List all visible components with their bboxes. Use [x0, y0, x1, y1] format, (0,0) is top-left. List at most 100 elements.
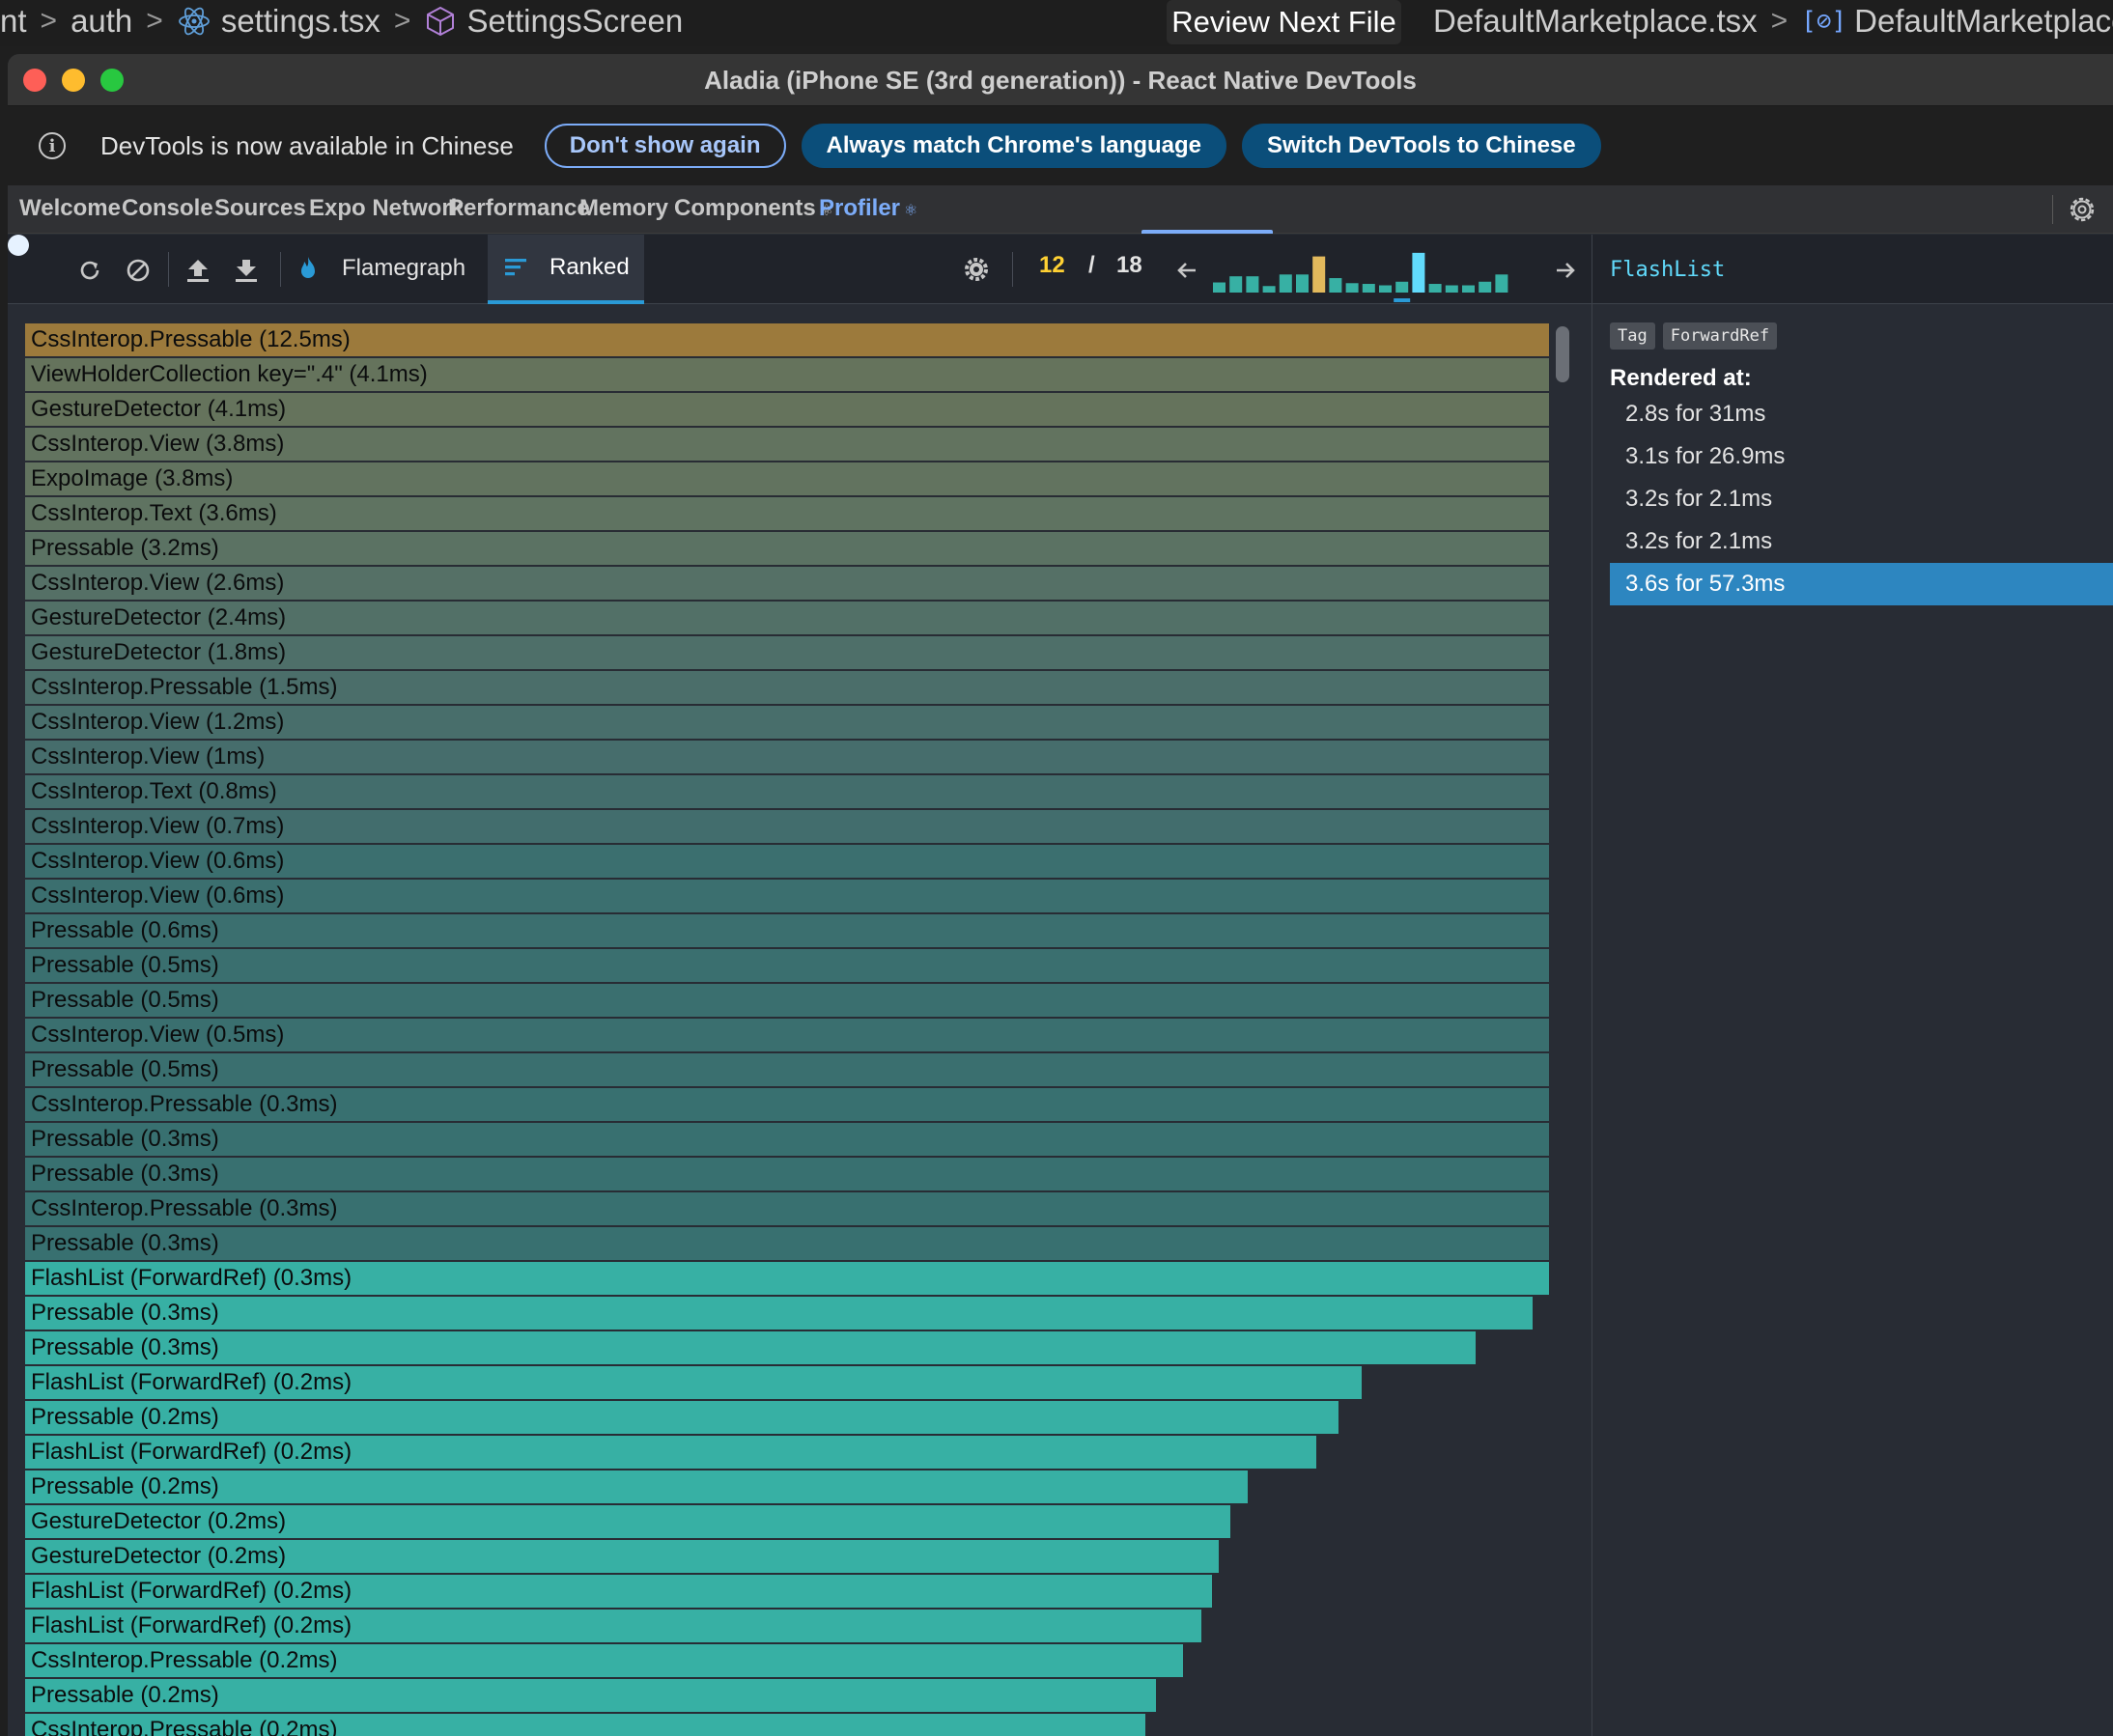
ranked-bar[interactable]: Pressable (3.2ms): [25, 532, 1549, 565]
minimize-window-button[interactable]: [62, 69, 85, 92]
ranked-bar[interactable]: Pressable (0.3ms): [25, 1227, 1549, 1260]
ranked-bar[interactable]: FlashList (ForwardRef) (0.2ms): [25, 1575, 1212, 1608]
ranked-row[interactable]: FlashList (ForwardRef) (0.2ms): [25, 1609, 1549, 1643]
ranked-row[interactable]: CssInterop.View (1.2ms): [25, 705, 1549, 740]
breadcrumb-item-auth[interactable]: auth: [70, 3, 133, 39]
ranked-row[interactable]: GestureDetector (4.1ms): [25, 392, 1549, 427]
ranked-row[interactable]: Pressable (0.6ms): [25, 913, 1549, 948]
ranked-bar[interactable]: Pressable (0.3ms): [25, 1158, 1549, 1190]
commit-bar[interactable]: [1445, 285, 1458, 293]
scrollbar-thumb[interactable]: [1556, 326, 1569, 382]
ranked-bar[interactable]: FlashList (ForwardRef) (0.2ms): [25, 1610, 1201, 1642]
ranked-row[interactable]: FlashList (ForwardRef) (0.3ms): [25, 1261, 1549, 1296]
ranked-row[interactable]: CssInterop.Pressable (1.5ms): [25, 670, 1549, 705]
ranked-row[interactable]: Pressable (0.3ms): [25, 1157, 1549, 1191]
ranked-bar[interactable]: Pressable (0.3ms): [25, 1331, 1476, 1364]
commit-bar[interactable]: [1262, 286, 1276, 293]
ranked-bar[interactable]: Pressable (0.3ms): [25, 1123, 1549, 1156]
commit-bar[interactable]: [1246, 276, 1259, 293]
ranked-row[interactable]: CssInterop.View (3.8ms): [25, 427, 1549, 462]
commit-bar[interactable]: [1345, 283, 1359, 293]
tab-components[interactable]: Components ⚛: [674, 185, 833, 234]
ranked-bar[interactable]: ViewHolderCollection key=".4" (4.1ms): [25, 358, 1549, 391]
commit-bar[interactable]: [1229, 276, 1243, 293]
breadcrumb-right-symbol[interactable]: DefaultMarketplace: [1854, 3, 2113, 39]
arrow-right-icon[interactable]: [1551, 256, 1580, 285]
ranked-bar[interactable]: CssInterop.View (1ms): [25, 741, 1549, 773]
ranked-row[interactable]: Pressable (0.3ms): [25, 1296, 1549, 1330]
tab-expo-network[interactable]: Expo Network: [309, 195, 465, 221]
ranked-bar[interactable]: CssInterop.Pressable (12.5ms): [25, 323, 1549, 356]
breadcrumb-item-partial[interactable]: nt: [0, 3, 27, 39]
switch-language-button[interactable]: Switch DevTools to Chinese: [1242, 124, 1601, 168]
commit-bar[interactable]: [1213, 282, 1226, 293]
ranked-row[interactable]: GestureDetector (0.2ms): [25, 1539, 1549, 1574]
ranked-row[interactable]: CssInterop.View (0.6ms): [25, 844, 1549, 879]
render-item[interactable]: 3.1s for 26.9ms: [1625, 443, 1786, 469]
ranked-bar[interactable]: FlashList (ForwardRef) (0.3ms): [25, 1262, 1549, 1295]
gear-icon[interactable]: [2065, 192, 2099, 227]
render-item[interactable]: 3.2s for 2.1ms: [1625, 486, 1773, 512]
ranked-row[interactable]: Pressable (0.2ms): [25, 1470, 1549, 1504]
ranked-button[interactable]: Ranked: [488, 235, 644, 304]
commit-selector-chart[interactable]: [1213, 235, 1532, 304]
render-item-selected[interactable]: 3.6s for 57.3ms: [1610, 563, 2113, 605]
commit-bar[interactable]: [1428, 284, 1442, 293]
ranked-bar[interactable]: CssInterop.Pressable (1.5ms): [25, 671, 1549, 704]
ranked-row[interactable]: ExpoImage (3.8ms): [25, 462, 1549, 496]
ranked-bar[interactable]: CssInterop.Pressable (0.2ms): [25, 1714, 1145, 1736]
ranked-row[interactable]: FlashList (ForwardRef) (0.2ms): [25, 1435, 1549, 1470]
tab-console[interactable]: Console: [122, 195, 213, 221]
ranked-row[interactable]: CssInterop.Text (0.8ms): [25, 774, 1549, 809]
ranked-bar[interactable]: CssInterop.View (2.6ms): [25, 567, 1549, 600]
ranked-bar[interactable]: CssInterop.View (3.8ms): [25, 428, 1549, 461]
commit-bar[interactable]: [1395, 281, 1409, 293]
ranked-row[interactable]: Pressable (3.2ms): [25, 531, 1549, 566]
tab-performance[interactable]: Performance: [448, 195, 590, 221]
load-profile-icon[interactable]: [183, 256, 212, 285]
ranked-bar[interactable]: GestureDetector (0.2ms): [25, 1540, 1219, 1573]
render-item[interactable]: 2.8s for 31ms: [1625, 401, 1766, 427]
ranked-row[interactable]: Pressable (0.5ms): [25, 983, 1549, 1018]
save-profile-icon[interactable]: [232, 256, 261, 285]
commit-bar[interactable]: [1412, 252, 1425, 293]
ranked-row[interactable]: GestureDetector (1.8ms): [25, 635, 1549, 670]
ranked-bar[interactable]: CssInterop.Text (0.8ms): [25, 775, 1549, 808]
ranked-row[interactable]: Pressable (0.2ms): [25, 1678, 1549, 1713]
tab-welcome[interactable]: Welcome: [19, 195, 121, 221]
commit-bar[interactable]: [1329, 278, 1342, 293]
ranked-bar[interactable]: Pressable (0.2ms): [25, 1679, 1156, 1712]
ranked-row[interactable]: GestureDetector (2.4ms): [25, 601, 1549, 635]
ranked-row[interactable]: CssInterop.Pressable (0.2ms): [25, 1713, 1549, 1736]
ranked-bar[interactable]: Pressable (0.2ms): [25, 1470, 1248, 1503]
ranked-bar[interactable]: GestureDetector (2.4ms): [25, 602, 1549, 634]
tab-memory[interactable]: Memory: [579, 195, 669, 221]
ranked-row[interactable]: FlashList (ForwardRef) (0.2ms): [25, 1365, 1549, 1400]
maximize-window-button[interactable]: [100, 69, 124, 92]
ranked-bar[interactable]: GestureDetector (0.2ms): [25, 1505, 1230, 1538]
ranked-bar[interactable]: CssInterop.View (1.2ms): [25, 706, 1549, 739]
commit-bar[interactable]: [1479, 281, 1492, 293]
ranked-row[interactable]: Pressable (0.3ms): [25, 1330, 1549, 1365]
ranked-bar[interactable]: CssInterop.Pressable (0.3ms): [25, 1192, 1549, 1225]
ranked-row[interactable]: Pressable (0.2ms): [25, 1400, 1549, 1435]
reload-and-profile-icon[interactable]: [75, 256, 104, 285]
ranked-row[interactable]: Pressable (0.5ms): [25, 948, 1549, 983]
ranked-row[interactable]: CssInterop.Pressable (12.5ms): [25, 322, 1549, 357]
commit-bar[interactable]: [1296, 274, 1309, 293]
commit-bar[interactable]: [1495, 274, 1508, 293]
flamegraph-button[interactable]: Flamegraph: [294, 235, 465, 302]
commit-bar[interactable]: [1379, 285, 1392, 293]
clear-icon[interactable]: [124, 256, 153, 285]
ranked-bar[interactable]: CssInterop.Pressable (0.3ms): [25, 1088, 1549, 1121]
record-button[interactable]: [8, 235, 29, 256]
commit-bar[interactable]: [1279, 274, 1292, 293]
ranked-row[interactable]: FlashList (ForwardRef) (0.2ms): [25, 1574, 1549, 1609]
arrow-left-icon[interactable]: [1172, 256, 1201, 285]
ranked-row[interactable]: Pressable (0.3ms): [25, 1226, 1549, 1261]
ranked-bar[interactable]: CssInterop.Pressable (0.2ms): [25, 1644, 1183, 1677]
scrollbar[interactable]: [1551, 321, 1574, 1736]
ranked-bar[interactable]: Pressable (0.5ms): [25, 949, 1549, 982]
ranked-row[interactable]: CssInterop.View (1ms): [25, 740, 1549, 774]
breadcrumb-item-symbol[interactable]: SettingsScreen: [424, 3, 683, 40]
